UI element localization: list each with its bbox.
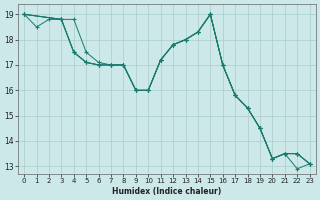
X-axis label: Humidex (Indice chaleur): Humidex (Indice chaleur): [112, 187, 221, 196]
